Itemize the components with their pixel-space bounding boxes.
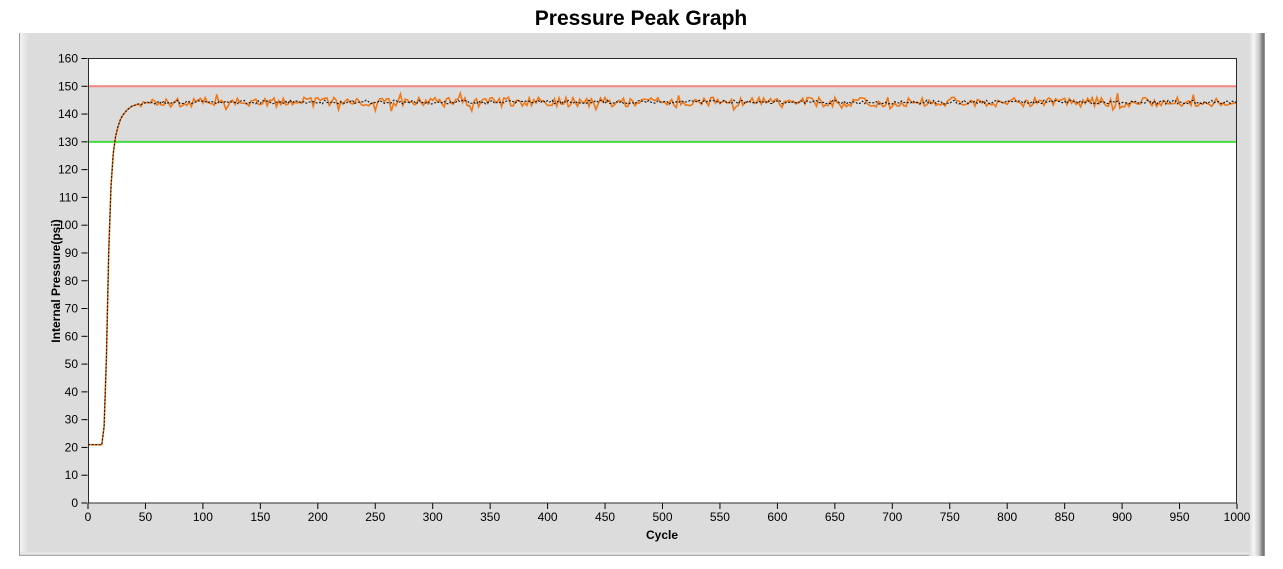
y-tick-label: 150 — [58, 79, 78, 93]
y-tick-label: 10 — [65, 468, 79, 482]
y-tick-label: 40 — [65, 385, 79, 399]
y-tick-label: 90 — [65, 246, 79, 260]
x-tick-label: 500 — [652, 510, 672, 524]
graph-title: Pressure Peak Graph — [534, 7, 748, 30]
y-tick-label: 0 — [71, 496, 78, 510]
x-tick-label: 700 — [882, 510, 902, 524]
y-tick-label: 70 — [65, 302, 79, 316]
x-tick-label: 150 — [250, 510, 270, 524]
y-tick-label: 30 — [65, 413, 79, 427]
x-tick-label: 50 — [139, 510, 153, 524]
x-tick-label: 200 — [308, 510, 328, 524]
x-tick-label: 1000 — [1224, 510, 1251, 524]
panel-bottom-edge — [20, 552, 1249, 556]
x-tick-label: 350 — [480, 510, 500, 524]
y-tick-label: 130 — [58, 135, 78, 149]
x-tick-label: 450 — [595, 510, 615, 524]
y-axis-title: Internal Pressure(psi) — [49, 219, 63, 343]
y-axis: 0 10 20 30 40 50 60 70 80 90 100 110 120 130 140 150 160 — [58, 52, 88, 510]
x-tick-label: 850 — [1055, 510, 1075, 524]
x-tick-label: 550 — [710, 510, 730, 524]
x-tick-label: 250 — [365, 510, 385, 524]
x-tick-label: 100 — [193, 510, 213, 524]
x-tick-label: 300 — [423, 510, 443, 524]
x-tick-label: 600 — [767, 510, 787, 524]
y-tick-label: 160 — [58, 52, 78, 66]
x-tick-label: 650 — [825, 510, 845, 524]
x-tick-label: 900 — [1112, 510, 1132, 524]
y-tick-label: 20 — [65, 440, 79, 454]
y-tick-label: 140 — [58, 107, 78, 121]
x-tick-label: 400 — [538, 510, 558, 524]
y-tick-label: 100 — [58, 218, 78, 232]
panel-right-edge — [1249, 33, 1265, 556]
threshold-band — [89, 86, 1236, 142]
y-tick-label: 120 — [58, 163, 78, 177]
x-axis-title: Cycle — [645, 528, 679, 542]
plot-border — [88, 58, 1237, 504]
x-tick-label: 950 — [1170, 510, 1190, 524]
panel-left-edge — [20, 33, 29, 556]
y-tick-label: 110 — [59, 190, 78, 204]
x-tick-label: 0 — [85, 510, 92, 524]
y-tick-label: 50 — [65, 357, 79, 371]
x-tick-label: 750 — [940, 510, 960, 524]
x-tick-label: 800 — [997, 510, 1017, 524]
y-tick-label: 80 — [65, 274, 79, 288]
x-axis: 0 50 100 150 200 250 300 350 400 450 500 550 600 650 7… — [85, 503, 1251, 524]
internal-pressure-trace-markers — [88, 99, 1238, 446]
y-tick-label: 60 — [65, 329, 79, 343]
